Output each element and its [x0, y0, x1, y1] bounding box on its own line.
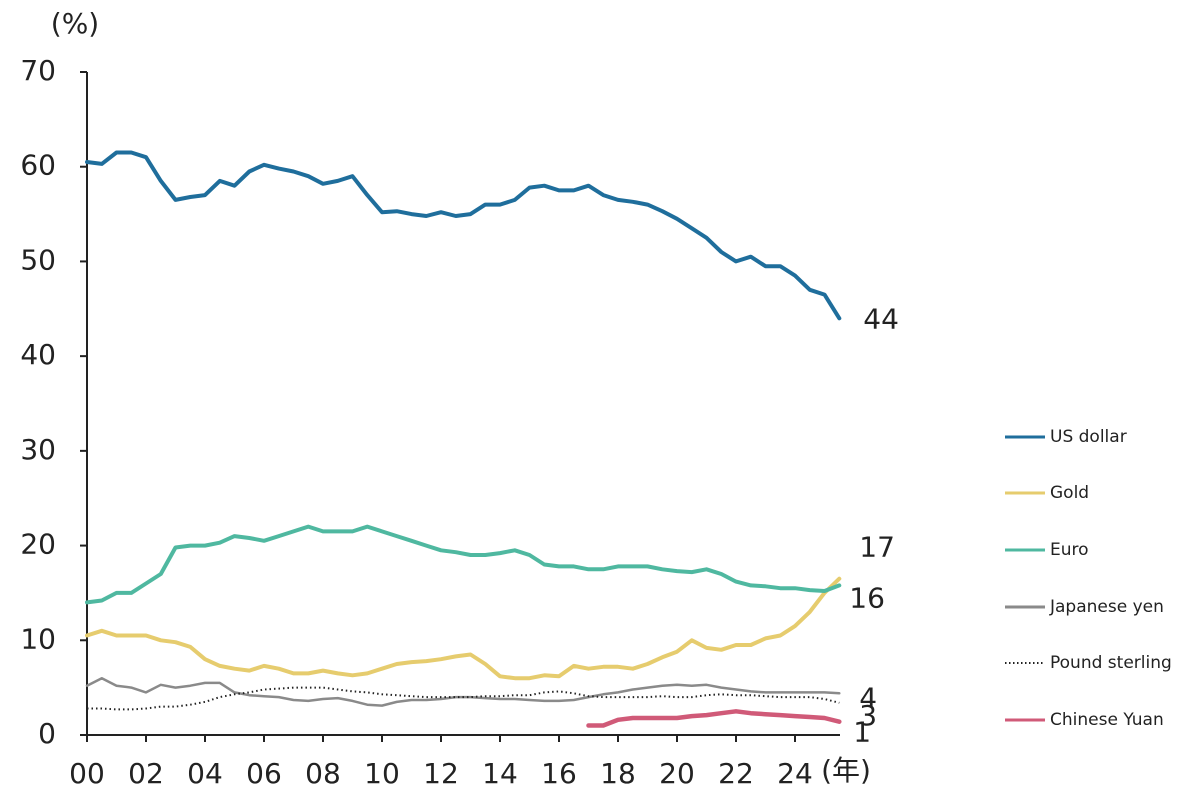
y-tick-label: 50	[20, 243, 56, 276]
x-tick-label: 08	[305, 757, 341, 790]
x-tick-label: 18	[600, 757, 636, 790]
x-tick-label: 10	[364, 757, 400, 790]
end-label: 3	[859, 699, 877, 732]
legend-label: Chinese Yuan	[1050, 710, 1164, 730]
x-tick-label: 20	[659, 757, 695, 790]
y-tick-label: 10	[20, 622, 56, 655]
end-label: 44	[863, 302, 899, 335]
legend-label: Gold	[1050, 483, 1089, 503]
x-tick-label: 12	[423, 757, 459, 790]
y-tick-label: 30	[20, 433, 56, 466]
y-tick-label: 70	[20, 54, 56, 87]
legend-label: Japanese yen	[1049, 597, 1164, 617]
series-line	[85, 150, 842, 321]
y-tick-label: 0	[38, 717, 56, 750]
y-tick-label: 60	[20, 149, 56, 182]
x-axis-label: (年)	[821, 754, 871, 787]
end-label: 4	[859, 681, 877, 714]
legend-label: Euro	[1050, 540, 1089, 560]
end-label: 17	[859, 531, 895, 564]
series-line	[85, 524, 842, 605]
y-axis-label: (%)	[51, 7, 99, 40]
y-tick-label: 20	[20, 528, 56, 561]
x-tick-label: 04	[187, 757, 223, 790]
end-label: 1	[853, 716, 871, 749]
x-tick-label: 14	[482, 757, 518, 790]
x-tick-label: 24	[777, 757, 813, 790]
x-tick-label: 16	[541, 757, 577, 790]
x-tick-label: 02	[128, 757, 164, 790]
series-line	[87, 686, 840, 711]
x-tick-label: 22	[718, 757, 754, 790]
series-line	[85, 576, 842, 681]
x-tick-label: 06	[246, 757, 282, 790]
y-tick-label: 40	[20, 338, 56, 371]
series-line	[586, 709, 842, 728]
legend-label: Pound sterling	[1050, 653, 1172, 673]
end-label: 16	[849, 581, 885, 614]
x-tick-label: 00	[69, 757, 105, 790]
series-line	[85, 676, 841, 707]
legend-label: US dollar	[1050, 427, 1127, 447]
